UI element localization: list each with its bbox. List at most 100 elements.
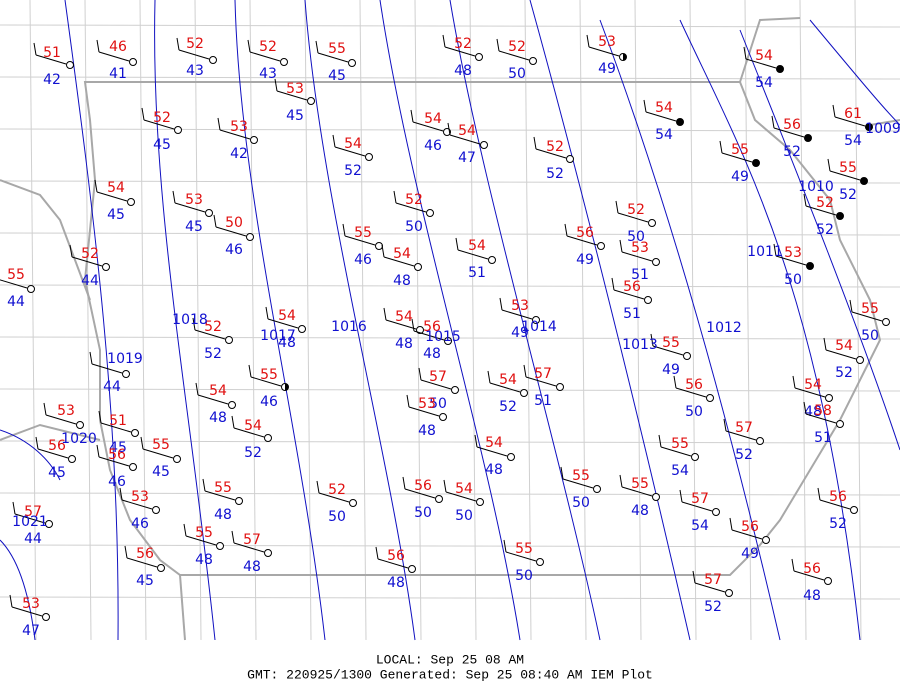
wind-barb-flag: [447, 122, 451, 136]
wind-barb: [489, 382, 521, 393]
dewpoint: 45: [185, 219, 203, 235]
wind-barb: [851, 311, 883, 322]
wind-barb-flag: [231, 415, 235, 429]
county-line: [579, 0, 587, 641]
dewpoint: 43: [186, 63, 204, 79]
station: 51 42: [33, 42, 74, 88]
temperature: 54: [107, 180, 125, 196]
sky-cover: [706, 394, 714, 402]
wind-barb: [794, 387, 826, 398]
temperature: 53: [286, 81, 304, 97]
wind-barb: [267, 318, 299, 329]
station: 57 44: [12, 501, 53, 547]
wind-barb-flag: [564, 223, 568, 237]
wind-barb-flag: [823, 337, 827, 351]
isobar-label: 1012: [706, 320, 742, 336]
wind-barb-flag: [217, 117, 221, 131]
sky-cover: [375, 242, 383, 250]
isobar-label: 1020: [61, 431, 97, 447]
temperature: 46: [109, 39, 127, 55]
wind-barb-flag: [792, 375, 796, 389]
station: 57 52: [723, 418, 764, 463]
station: 54 50: [443, 479, 484, 524]
wind-barb: [233, 542, 265, 553]
dewpoint: 50: [784, 272, 802, 288]
sky-cover: [676, 118, 684, 126]
wind-barb: [525, 376, 557, 387]
station: 54 48: [474, 434, 515, 478]
station: 55 48: [183, 523, 224, 568]
wind-barb-flag: [658, 434, 662, 448]
wind-barb-flag: [316, 480, 320, 494]
dewpoint: 45: [107, 207, 125, 223]
wind-barb: [98, 51, 130, 62]
sky-cover: [27, 285, 35, 293]
temperature: 58: [814, 403, 832, 419]
sky-cover: [68, 455, 76, 463]
dewpoint: 42: [43, 72, 61, 88]
dewpoint: 54: [691, 518, 709, 534]
wind-barb: [413, 330, 445, 341]
station: 54 48: [381, 244, 422, 289]
sky-cover: [209, 56, 217, 64]
wind-barb: [721, 152, 753, 163]
temperature: 54: [468, 238, 486, 254]
dewpoint: 50: [572, 495, 590, 511]
wind-barb: [621, 251, 653, 262]
sky-cover: [426, 209, 434, 217]
wind-barb: [408, 406, 440, 417]
county-line: [0, 76, 900, 80]
wind-barb-flag: [9, 594, 13, 608]
wind-barb: [681, 501, 713, 512]
wind-barb: [71, 256, 103, 267]
sky-cover: [836, 212, 844, 220]
sky-cover: [246, 233, 254, 241]
temperature: 52: [259, 39, 277, 55]
isobar-label: 1018: [172, 312, 208, 328]
temperature: 54: [278, 308, 296, 324]
dewpoint: 44: [81, 273, 99, 289]
temperature: 54: [344, 136, 362, 152]
sky-cover: [825, 394, 833, 402]
station: 56 51: [611, 277, 652, 322]
dewpoint: 52: [829, 516, 847, 532]
station: 53 47: [9, 594, 50, 639]
county-line: [84, 0, 92, 641]
temperature: 56: [48, 438, 66, 454]
dewpoint: 51: [814, 430, 832, 446]
station: 53 42: [217, 117, 258, 162]
sky-cover: [444, 337, 452, 345]
sky-cover: [566, 155, 574, 163]
sky-cover: [152, 506, 160, 514]
dewpoint: 46: [225, 242, 243, 258]
wind-barb: [825, 349, 857, 360]
wind-barb: [318, 492, 350, 503]
station: 56 45: [124, 545, 165, 589]
wind-barb-flag: [33, 42, 37, 56]
sky-cover: [451, 386, 459, 394]
wind-barb-flag: [247, 39, 251, 53]
wind-barb-flag: [248, 364, 252, 378]
sky-cover: [762, 536, 770, 544]
station: 55 50: [560, 466, 601, 511]
sky-cover: [280, 58, 288, 66]
sky-cover: [439, 413, 447, 421]
dewpoint: 45: [328, 68, 346, 84]
temperature: 57: [243, 532, 261, 548]
county-line: [0, 388, 900, 392]
temperature: 53: [131, 489, 149, 505]
wind-barb: [617, 212, 649, 223]
dewpoint: 54: [844, 133, 862, 149]
station: 57 48: [231, 530, 272, 575]
station: 44: [89, 351, 130, 395]
temperature: 55: [839, 160, 857, 176]
wind-barb-flag: [773, 243, 777, 257]
station: 55 48: [202, 478, 243, 523]
dewpoint: 50: [515, 568, 533, 584]
wind-barb-flag: [402, 476, 406, 490]
dewpoint: 46: [354, 252, 372, 268]
station: 57 52: [692, 570, 733, 615]
wind-barb: [317, 52, 349, 63]
dewpoint: 49: [731, 169, 749, 185]
